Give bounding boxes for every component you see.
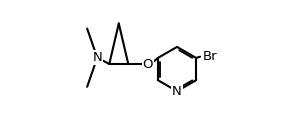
Text: O: O [143,57,153,71]
Text: N: N [92,51,102,64]
Text: N: N [172,85,182,98]
Text: Br: Br [203,50,218,63]
